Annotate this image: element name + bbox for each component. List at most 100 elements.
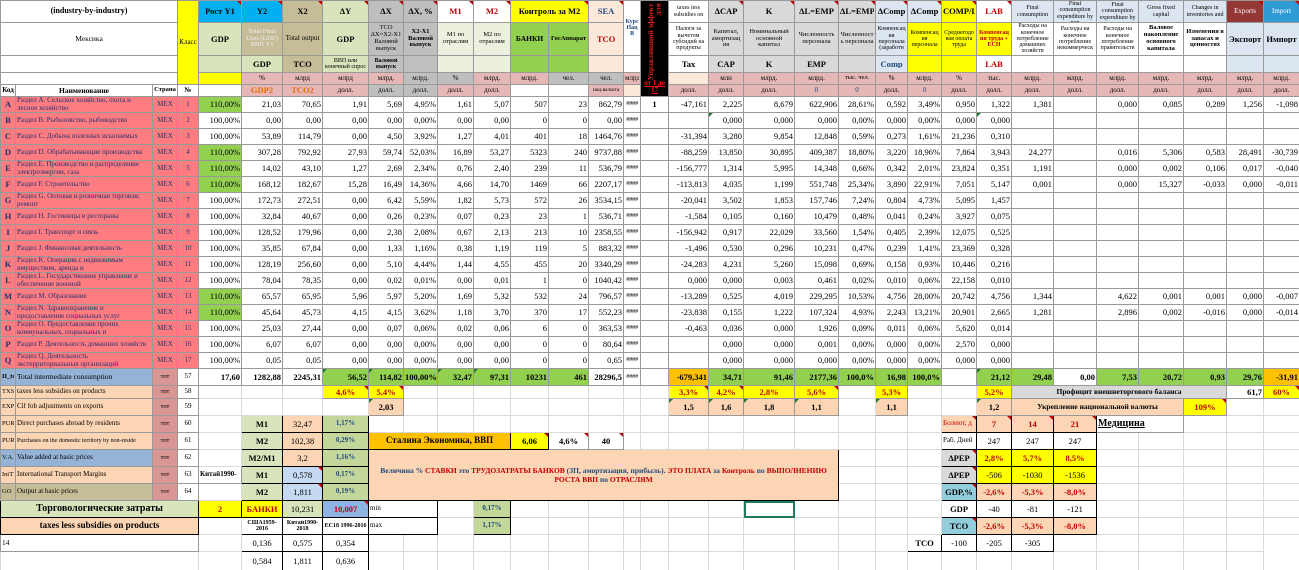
cell-r20-c6[interactable]: 6,07 [282,336,324,353]
cell-r12-c12[interactable]: 23 [510,208,550,225]
cell-r6-c5[interactable]: 0,00 [241,112,284,129]
row-code[interactable]: Q [0,352,16,369]
cell-r32-c10[interactable] [437,534,475,552]
cell-r11-c13[interactable]: 26 [548,192,590,209]
row-title[interactable]: International Transport Margins [15,466,153,484]
row-code[interactable]: A [0,96,16,113]
cell-r25-c13[interactable] [548,415,590,433]
cell-r17-c32[interactable]: -0,007 [1263,288,1299,305]
cell-r13-c15[interactable]: #### [623,224,642,241]
cell-r20-c14[interactable]: 80,64 [588,336,625,353]
cell-r5-c15[interactable]: #### [623,96,642,113]
cell-r13-c10[interactable]: 0,67 [437,224,475,241]
cell-r6-c16[interactable] [640,112,670,129]
cell-r23-c7[interactable]: 4,6% [322,385,370,399]
cell-r18-c13[interactable]: 17 [548,304,590,321]
cell-r26-c26[interactable]: 247 [1011,432,1055,450]
cell-r3-c26[interactable]: млрд. [1096,72,1140,85]
cell-r24-c4[interactable] [198,398,243,416]
cell-r10-c11[interactable]: 14,70 [473,176,512,193]
cell-r10-c16[interactable] [640,176,670,193]
cell-r18-c5[interactable]: 45,64 [241,304,284,321]
cell-r16-c2[interactable]: MEX [151,272,179,289]
cell-r9-c5[interactable]: 14,02 [241,160,284,177]
cell-r12-c20[interactable]: 10,479 [794,208,840,225]
cell-r7-c13[interactable]: 18 [548,128,590,145]
cell-r12-c10[interactable]: 0,07 [437,208,475,225]
cell-r13-c32[interactable] [1263,224,1299,241]
cell-r9-c18[interactable]: 1,314 [708,160,745,177]
cell-r33-c12[interactable] [510,551,550,570]
cell-r3-c0[interactable] [0,72,179,85]
cell-r15-c11[interactable]: 4,55 [473,256,512,273]
cell-r24-c21[interactable] [838,398,877,416]
cell-r20-c29[interactable] [1138,336,1185,353]
cell-r15-c22[interactable]: 0,158 [875,256,909,273]
cell-r18-c18[interactable]: 0,155 [708,304,745,321]
cell-r18-c24[interactable]: 20,901 [941,304,978,321]
cell-r4-c19[interactable]: 0 [794,84,840,97]
row-title[interactable]: Раздел N. Здравоохранение и предоставлен… [15,304,153,321]
cell-r29-c15[interactable] [1096,483,1140,501]
cell-r12-c5[interactable]: 32,84 [241,208,284,225]
cell-r27-c5[interactable]: М2/М1 [241,449,284,467]
cell-r12-c31[interactable] [1226,208,1265,225]
cell-r3-c20[interactable]: % [875,72,909,85]
cell-r21-c21[interactable]: 0,00% [838,352,877,369]
header-country-mexico[interactable]: Мексика [0,22,179,56]
cell-r27-c31[interactable] [1226,449,1265,467]
cell-r25-c17[interactable] [668,415,710,433]
cell-r1-c26[interactable]: Валовое накопление основного капитала [1138,22,1185,56]
cell-r32-c29[interactable] [1138,534,1185,552]
cell-r24-c32[interactable] [1263,398,1299,416]
cell-r24-c5[interactable] [241,398,284,416]
cell-r14-c18[interactable]: 0,530 [708,240,745,257]
cell-r10-c24[interactable]: 7,051 [941,176,978,193]
cell-r18-c23[interactable]: 13,21% [907,304,943,321]
cell-r10-c5[interactable]: 168,12 [241,176,284,193]
cell-r3-c24[interactable]: млрд. [1011,72,1055,85]
cell-r22-c11[interactable]: 97,31 [473,368,512,386]
cell-r11-c32[interactable] [1263,192,1299,209]
cell-r22-c6[interactable]: 2245,31 [282,368,324,386]
cell-r28-c13[interactable]: -1030 [1011,466,1055,484]
cell-r20-c5[interactable]: 6,07 [241,336,284,353]
cell-r14-c25[interactable]: 0,328 [976,240,1013,257]
cell-r32-c22[interactable] [875,534,909,552]
cell-r30-c8[interactable]: min [368,500,439,518]
cell-r26-c31[interactable] [1226,432,1265,450]
cell-r17-c25[interactable]: 4,756 [976,288,1013,305]
cell-r6-c12[interactable]: 0 [510,112,550,129]
cell-r11-c27[interactable] [1053,192,1098,209]
cell-r17-c11[interactable]: 5,32 [473,288,512,305]
cell-r2-c5[interactable]: TCO [282,55,324,73]
cell-r17-c12[interactable]: 532 [510,288,550,305]
cell-r24-c16[interactable] [640,398,670,416]
cell-r27-c23[interactable] [907,449,943,467]
header-dcap[interactable]: ΔCAP [708,0,745,23]
cell-r31-c12[interactable] [510,517,550,535]
cell-r11-c29[interactable] [1138,192,1185,209]
cell-r6-c3[interactable]: 2 [177,112,200,129]
cell-r27-c28[interactable] [1096,449,1140,467]
cell-r23-c19[interactable]: 2,8% [743,385,796,399]
cell-r32-c12[interactable] [510,534,550,552]
cell-r14-c30[interactable] [1183,240,1228,257]
cell-r2-c24[interactable] [1011,55,1055,73]
row-code[interactable]: L [0,272,16,289]
cell-r32-c15[interactable] [623,534,642,552]
cell-r31-c4[interactable] [198,517,243,535]
cell-r30-c28[interactable] [1096,500,1140,518]
cell-r3-c12[interactable]: чел. [548,72,590,85]
row-code[interactable]: M [0,288,16,305]
cell-r25-c7[interactable]: 1,17% [322,415,370,433]
cell-r17-c17[interactable]: -13,289 [668,288,710,305]
cell-r29-c10[interactable] [907,483,943,501]
cell-r3-c16[interactable]: млн [708,72,745,85]
cell-r21-c15[interactable]: #### [623,352,642,369]
cell-r15-c21[interactable]: 0,69% [838,256,877,273]
cell-r9-c32[interactable]: -0,040 [1263,160,1299,177]
cell-r6-c10[interactable]: 0,00 [437,112,475,129]
row-code[interactable]: J [0,240,16,257]
cell-r1-c4[interactable]: Total Final Uses (GDP) ВВП Y1 [241,22,284,56]
